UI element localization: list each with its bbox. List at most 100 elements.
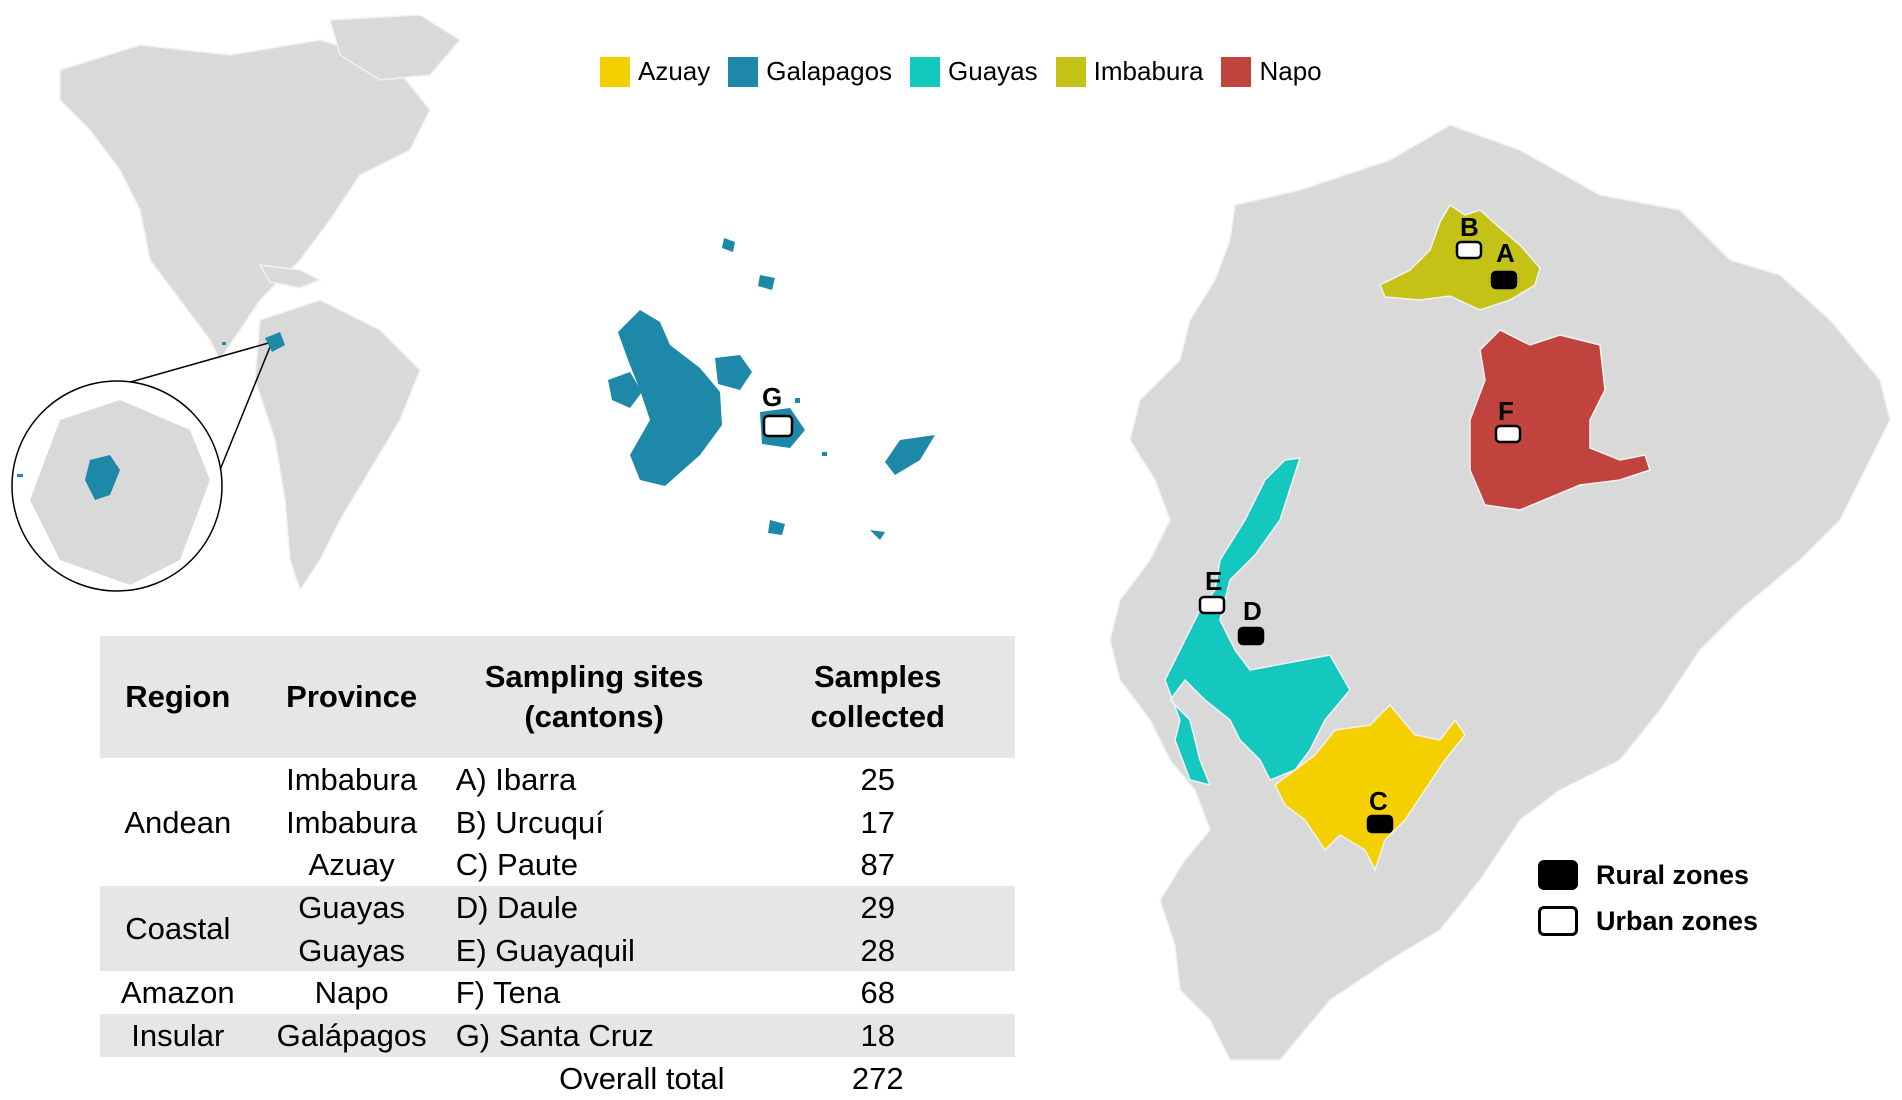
ecuador-inset bbox=[11, 332, 285, 592]
table-row: Imbabura B) Urcuquí 17 bbox=[100, 801, 1015, 844]
legend-item-napo: Napo bbox=[1221, 56, 1322, 87]
samples-cell: 28 bbox=[740, 928, 1015, 972]
table-row: Guayas E) Guayaquil 28 bbox=[100, 928, 1015, 972]
site-cell: C) Paute bbox=[455, 847, 579, 883]
region-cell: Coastal bbox=[100, 886, 256, 972]
zone-legend: Rural zones Urban zones bbox=[1538, 852, 1758, 944]
site-cell: A) Ibarra bbox=[455, 761, 577, 797]
marker-c-rural bbox=[1366, 814, 1394, 834]
marker-c-label: C bbox=[1369, 786, 1388, 816]
table-header-row: Region Province Sampling sites (cantons)… bbox=[100, 636, 1015, 758]
samples-cell: 68 bbox=[860, 975, 895, 1011]
north-america-land bbox=[59, 39, 431, 362]
samples-cell: 87 bbox=[860, 847, 895, 883]
caribbean-land bbox=[258, 264, 322, 289]
ecuador-inset-land bbox=[85, 455, 120, 500]
zone-legend-rural: Rural zones bbox=[1538, 852, 1758, 898]
espanola-island bbox=[768, 520, 785, 535]
marker-a-rural bbox=[1490, 270, 1518, 290]
legend-item-galapagos: Galapagos bbox=[728, 56, 892, 87]
legend-item-azuay: Azuay bbox=[600, 56, 710, 87]
legend-swatch-imbabura bbox=[1055, 56, 1086, 87]
legend-swatch-galapagos bbox=[728, 56, 759, 87]
samples-cell: 18 bbox=[740, 1014, 1015, 1057]
isabela-island bbox=[618, 310, 722, 486]
azuay-province bbox=[1274, 703, 1466, 872]
napo-province bbox=[1469, 329, 1651, 511]
ecuador-land bbox=[1109, 124, 1891, 1061]
marchena-island bbox=[758, 275, 775, 290]
province-cell: Galápagos bbox=[255, 1014, 448, 1057]
header-region: Region bbox=[100, 636, 256, 758]
marker-f-urban bbox=[1494, 424, 1522, 444]
samples-table: Region Province Sampling sites (cantons)… bbox=[100, 636, 1015, 1100]
san-cristobal-island bbox=[885, 435, 935, 475]
province-legend: Azuay Galapagos Guayas Imbabura Napo bbox=[600, 56, 1322, 87]
legend-label-imbabura: Imbabura bbox=[1093, 56, 1204, 86]
legend-label-guayas: Guayas bbox=[948, 56, 1038, 86]
marker-g-urban bbox=[762, 414, 794, 438]
site-cell: F) Tena bbox=[455, 975, 561, 1011]
table-row: Coastal Guayas D) Daule 29 bbox=[100, 886, 1015, 972]
zone-legend-urban: Urban zones bbox=[1538, 898, 1758, 944]
floreana-island bbox=[870, 530, 885, 540]
legend-label-napo: Napo bbox=[1259, 56, 1322, 86]
province-cell: Guayas bbox=[255, 886, 448, 929]
marker-b-urban bbox=[1455, 240, 1483, 260]
world-map bbox=[59, 14, 462, 592]
marker-d-rural bbox=[1237, 626, 1265, 646]
marker-b-label: B bbox=[1460, 212, 1479, 242]
marker-g-label: G bbox=[762, 382, 782, 412]
region-cell: Andean bbox=[124, 804, 232, 840]
total-empty-cell bbox=[100, 1056, 256, 1100]
site-cell: E) Guayaquil bbox=[447, 928, 741, 972]
legend-label-azuay: Azuay bbox=[638, 56, 711, 86]
sampling-markers: A B C D E F G bbox=[762, 212, 1522, 834]
region-cell: Amazon bbox=[120, 975, 235, 1011]
samples-cell: 17 bbox=[860, 804, 895, 840]
south-america-land bbox=[254, 299, 421, 592]
ecuador-map bbox=[1109, 124, 1891, 1061]
marker-e-label: E bbox=[1205, 566, 1222, 596]
site-cell: G) Santa Cruz bbox=[447, 1014, 741, 1057]
site-cell: D) Daule bbox=[447, 886, 741, 929]
province-cell: Azuay bbox=[308, 847, 395, 883]
rural-zone-symbol bbox=[1538, 860, 1578, 890]
greenland-land bbox=[329, 14, 462, 81]
urban-zone-symbol bbox=[1538, 906, 1578, 936]
province-cell: Imbabura bbox=[286, 761, 418, 797]
samples-cell: 29 bbox=[740, 886, 1015, 929]
table-row: Amazon Napo F) Tena 68 bbox=[100, 971, 1015, 1014]
table-row: Insular Galápagos G) Santa Cruz 18 bbox=[100, 1014, 1015, 1057]
fernandina-island bbox=[608, 372, 642, 408]
marker-a-label: A bbox=[1496, 238, 1515, 268]
marker-f-label: F bbox=[1498, 396, 1514, 426]
legend-label-galapagos: Galapagos bbox=[766, 56, 893, 86]
santiago-island bbox=[715, 355, 752, 390]
province-cell: Guayas bbox=[255, 928, 448, 972]
header-sampling-sites: Sampling sites (cantons) bbox=[447, 636, 741, 758]
rural-zone-label: Rural zones bbox=[1596, 859, 1750, 890]
marker-e-urban bbox=[1198, 595, 1226, 615]
legend-swatch-azuay bbox=[600, 56, 630, 87]
province-cell: Imbabura bbox=[286, 804, 418, 840]
legend-item-guayas: Guayas bbox=[910, 56, 1038, 87]
region-cell: Insular bbox=[100, 1014, 256, 1057]
urban-zone-label: Urban zones bbox=[1596, 905, 1759, 936]
table-row: Andean Imbabura A) Ibarra 25 bbox=[100, 758, 1015, 838]
legend-item-imbabura: Imbabura bbox=[1055, 56, 1204, 87]
site-cell: B) Urcuquí bbox=[455, 804, 604, 840]
table-row: Azuay C) Paute 87 bbox=[100, 843, 1015, 886]
total-value: 272 bbox=[740, 1056, 1015, 1100]
pinta-island bbox=[722, 238, 735, 252]
galapagos-islands bbox=[608, 238, 935, 540]
header-samples-collected: Samples collected bbox=[740, 636, 1015, 758]
samples-cell: 25 bbox=[860, 761, 895, 797]
marker-d-label: D bbox=[1243, 596, 1262, 626]
header-province: Province bbox=[255, 636, 448, 758]
legend-swatch-guayas bbox=[910, 56, 941, 87]
total-label: Overall total bbox=[255, 1056, 741, 1100]
legend-swatch-napo bbox=[1221, 56, 1252, 87]
table-total-row: Overall total 272 bbox=[100, 1056, 1015, 1100]
